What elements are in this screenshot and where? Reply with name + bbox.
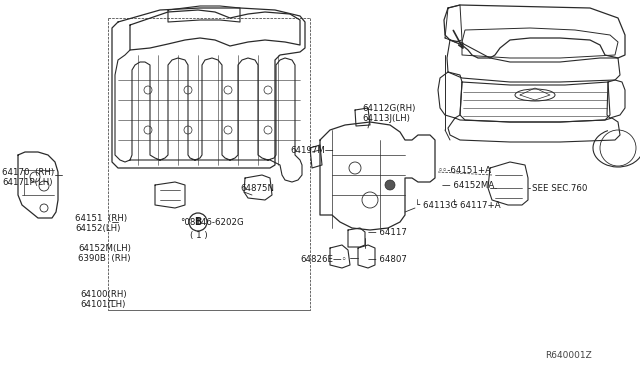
Text: 64171P(LH): 64171P(LH): [2, 177, 52, 186]
Text: — 64152MA: — 64152MA: [442, 180, 494, 189]
Text: SEE SEC.760: SEE SEC.760: [532, 183, 588, 192]
Text: 64197M—: 64197M—: [290, 145, 333, 154]
Text: 64152(LH): 64152(LH): [75, 224, 120, 232]
Text: — 64807: — 64807: [368, 256, 407, 264]
Text: 64170  (RH): 64170 (RH): [2, 167, 54, 176]
Text: R640001Z: R640001Z: [545, 350, 592, 359]
Text: 64875N: 64875N: [240, 183, 274, 192]
Text: └ 64117+A: └ 64117+A: [452, 201, 500, 209]
Text: ◦◦-64151+A: ◦◦-64151+A: [438, 166, 492, 174]
Text: 64151  (RH): 64151 (RH): [75, 214, 127, 222]
Text: 64113J(LH): 64113J(LH): [362, 113, 410, 122]
Text: B: B: [195, 217, 202, 227]
Text: 64826E—◦: 64826E—◦: [300, 256, 347, 264]
Text: — 64117: — 64117: [368, 228, 407, 237]
Text: 64100(RH): 64100(RH): [80, 291, 127, 299]
Circle shape: [385, 180, 395, 190]
Text: 64112G(RH): 64112G(RH): [362, 103, 415, 112]
Text: °08146-6202G: °08146-6202G: [180, 218, 244, 227]
Text: ( 1 ): ( 1 ): [190, 231, 207, 240]
Text: └ 64113G: └ 64113G: [415, 201, 457, 209]
Text: 64101(LH): 64101(LH): [80, 301, 125, 310]
Text: 64152M(LH): 64152M(LH): [78, 244, 131, 253]
Circle shape: [189, 213, 207, 231]
Text: 6390B  (RH): 6390B (RH): [78, 253, 131, 263]
